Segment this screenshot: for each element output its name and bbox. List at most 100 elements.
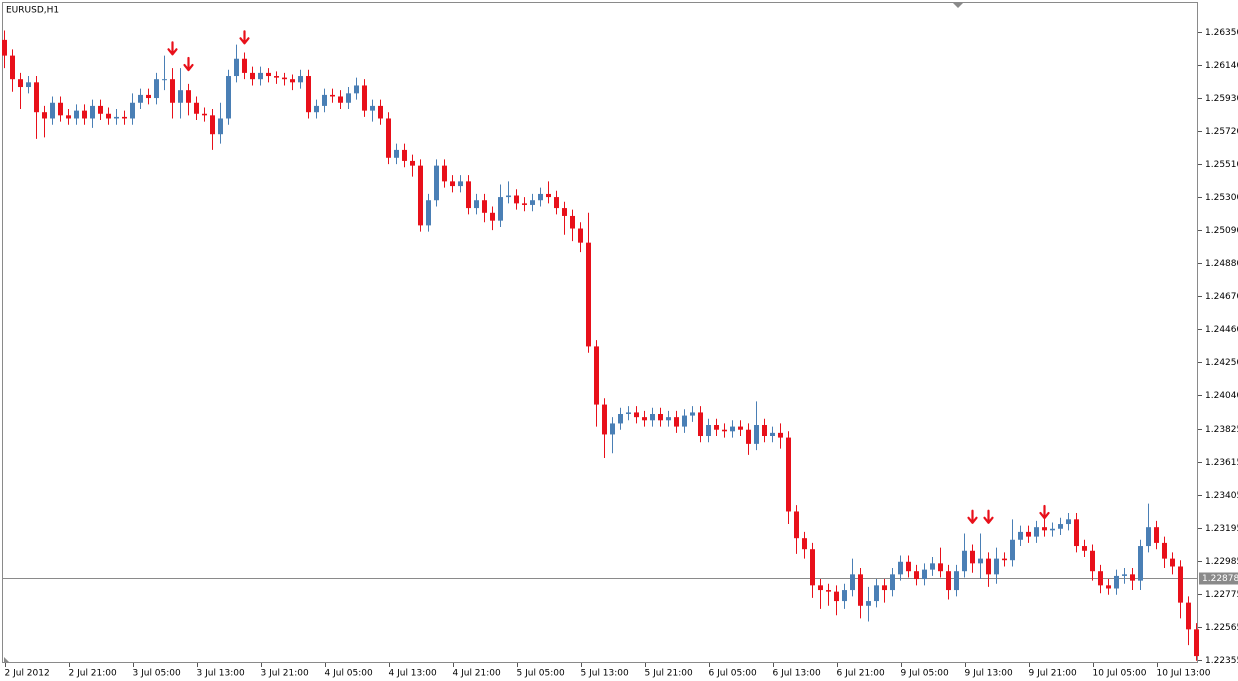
candle-body	[554, 197, 559, 209]
candle-body	[282, 77, 287, 80]
candle-body	[794, 511, 799, 539]
candle-body	[946, 571, 951, 591]
candle-body	[1162, 542, 1167, 559]
candle-body	[650, 414, 655, 421]
candle-body	[986, 558, 991, 575]
candle-body	[410, 160, 415, 166]
sell-arrow	[967, 509, 978, 524]
candle-body	[722, 429, 727, 432]
candle-body	[714, 425, 719, 430]
candle-body	[850, 574, 855, 591]
candle-body	[202, 113, 207, 116]
y-tick-label: 1.25930	[1205, 94, 1238, 104]
y-tick-label: 1.26140	[1205, 61, 1238, 71]
candle-body	[842, 590, 847, 602]
candle-body	[114, 116, 119, 119]
candle-body	[522, 203, 527, 205]
candle-body	[1186, 602, 1191, 630]
candle-body	[690, 412, 695, 416]
plot-frame	[2, 2, 1198, 663]
candle-body	[586, 242, 591, 347]
y-tick-label: 1.22565	[1205, 623, 1238, 633]
candle-body	[898, 561, 903, 575]
candle-body	[914, 571, 919, 580]
candle-body	[602, 404, 607, 435]
candle-body	[1146, 527, 1151, 547]
candle-body	[1074, 519, 1079, 547]
y-tick-label: 1.25090	[1205, 226, 1238, 236]
candle-body	[1066, 519, 1071, 525]
candle-body	[66, 115, 71, 119]
candle-body	[242, 58, 247, 73]
candle-body	[18, 79, 23, 88]
x-tick-label: 6 Jul 21:00	[837, 669, 886, 679]
current-price-label: 1.22878	[1202, 574, 1238, 584]
candle-body	[1082, 546, 1087, 551]
candle-body	[210, 115, 215, 135]
candle-body	[802, 538, 807, 550]
candle-body	[882, 585, 887, 591]
candle-body	[698, 412, 703, 437]
candle-body	[818, 585, 823, 591]
candle-body	[890, 574, 895, 591]
y-tick-label: 1.22985	[1205, 557, 1238, 567]
candle-body	[298, 76, 303, 83]
candle-body	[754, 425, 759, 444]
candle-body	[386, 118, 391, 158]
candle-body	[1018, 531, 1023, 540]
candle-body	[1154, 527, 1159, 543]
y-tick-label: 1.23195	[1205, 524, 1238, 534]
candle-body	[970, 550, 975, 564]
candle-body	[786, 437, 791, 512]
candle-body	[402, 149, 407, 161]
candle-body	[578, 228, 583, 243]
candle-body	[538, 193, 543, 201]
candle-body	[338, 96, 343, 103]
sell-arrow	[239, 30, 250, 45]
candle-body	[394, 149, 399, 158]
candle-body	[770, 432, 775, 437]
candle-body	[994, 558, 999, 575]
candle-body	[1122, 574, 1127, 576]
candle-body	[82, 110, 87, 119]
x-tick-label: 3 Jul 05:00	[133, 669, 182, 679]
candle-body	[26, 82, 31, 88]
candle-body	[746, 429, 751, 444]
shift-marker	[953, 3, 963, 8]
candle-body	[594, 346, 599, 405]
candle-body	[370, 105, 375, 111]
candle-body	[130, 102, 135, 119]
candle-body	[450, 181, 455, 187]
sell-arrow	[183, 56, 194, 72]
x-tick-label: 6 Jul 13:00	[773, 669, 822, 679]
candle-body	[618, 414, 623, 424]
candle-body	[874, 585, 879, 602]
x-tick-label: 10 Jul 13:00	[1157, 669, 1211, 679]
candle-body	[2, 39, 7, 56]
candle-body	[42, 112, 47, 119]
y-tick-label: 1.24460	[1205, 325, 1238, 335]
candle-body	[1194, 629, 1199, 657]
candle-body	[642, 417, 647, 421]
candle-body	[546, 193, 551, 198]
candle-body	[658, 414, 663, 421]
candle-body	[322, 94, 327, 106]
candle-body	[122, 116, 127, 119]
candle-body	[682, 415, 687, 427]
candle-body	[1058, 524, 1063, 529]
candle-body	[906, 561, 911, 572]
candle-body	[762, 425, 767, 437]
y-tick-label: 1.25300	[1205, 193, 1238, 203]
x-tick-label: 5 Jul 05:00	[517, 669, 566, 679]
candle-body	[258, 72, 263, 80]
candle-body	[50, 102, 55, 119]
candle-body	[234, 58, 239, 77]
candle-body	[1106, 585, 1111, 589]
x-tick-label: 6 Jul 05:00	[709, 669, 758, 679]
sell-arrow	[1039, 504, 1050, 520]
x-tick-label: 4 Jul 05:00	[325, 669, 374, 679]
x-tick-label: 2 Jul 2012	[5, 669, 50, 679]
candle-body	[154, 79, 159, 99]
candle-body	[610, 423, 615, 435]
candle-body	[1098, 571, 1103, 586]
